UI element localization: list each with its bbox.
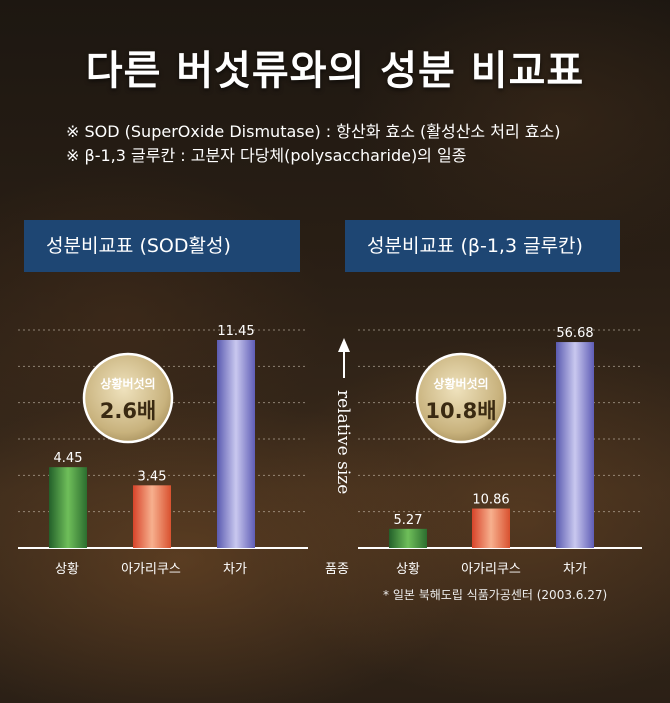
note-sod: ※ SOD (SuperOxide Dismutase) : 항산화 효소 (활… bbox=[66, 122, 561, 141]
y-axis-label: relative size bbox=[333, 390, 353, 494]
data-label: 10.86 bbox=[472, 493, 509, 508]
category-label: 차가 bbox=[223, 562, 247, 577]
bar-3 bbox=[217, 339, 255, 548]
bar-3 bbox=[556, 342, 594, 548]
x-axis-label: 품종 bbox=[325, 562, 349, 577]
data-label: 3.45 bbox=[138, 469, 167, 484]
chart-title-glucan: 성분비교표 (β-1,3 글루칸) bbox=[345, 220, 620, 272]
chart-glucan: 5.27 상황 10.86 아가리쿠스 56.68 차가 상황버섯의 10.8배 relativ… bbox=[325, 326, 642, 577]
source-footnote: * 일본 북해도립 식품가공센터 (2003.6.27) bbox=[383, 588, 608, 602]
badge-circle bbox=[415, 352, 507, 444]
data-label: 11.45 bbox=[217, 324, 254, 339]
bar-1 bbox=[389, 528, 427, 548]
badge-line2: 2.6배 bbox=[100, 399, 157, 423]
bar-2 bbox=[133, 485, 171, 548]
chart-sod: 4.45 상황 3.45 아가리쿠스 11.45 차가 상황버섯의 2.6배 bbox=[18, 324, 308, 577]
badge-line1: 상황버섯의 bbox=[433, 376, 488, 391]
category-label: 차가 bbox=[563, 562, 587, 577]
badge-circle bbox=[82, 352, 174, 444]
category-label: 상황 bbox=[55, 562, 79, 577]
badge-line1: 상황버섯의 bbox=[100, 376, 155, 391]
chart-title-sod: 성분비교표 (SOD활성) bbox=[24, 220, 300, 272]
category-label: 아가리쿠스 bbox=[461, 562, 521, 577]
bar-2 bbox=[472, 508, 510, 548]
data-label: 4.45 bbox=[54, 451, 83, 466]
data-label: 5.27 bbox=[394, 513, 423, 528]
category-label: 상황 bbox=[396, 562, 420, 577]
note-glucan: ※ β-1,3 글루칸 : 고분자 다당체(polysaccharide)의 일… bbox=[66, 146, 467, 165]
badge-line2: 10.8배 bbox=[425, 399, 496, 423]
y-arrow-head bbox=[338, 338, 350, 352]
bar-1 bbox=[49, 467, 87, 548]
page-title: 다른 버섯류와의 성분 비교표 bbox=[85, 48, 585, 94]
notes: ※ SOD (SuperOxide Dismutase) : 항산화 효소 (활… bbox=[66, 120, 560, 168]
data-label: 56.68 bbox=[556, 326, 593, 341]
category-label: 아가리쿠스 bbox=[121, 562, 181, 577]
